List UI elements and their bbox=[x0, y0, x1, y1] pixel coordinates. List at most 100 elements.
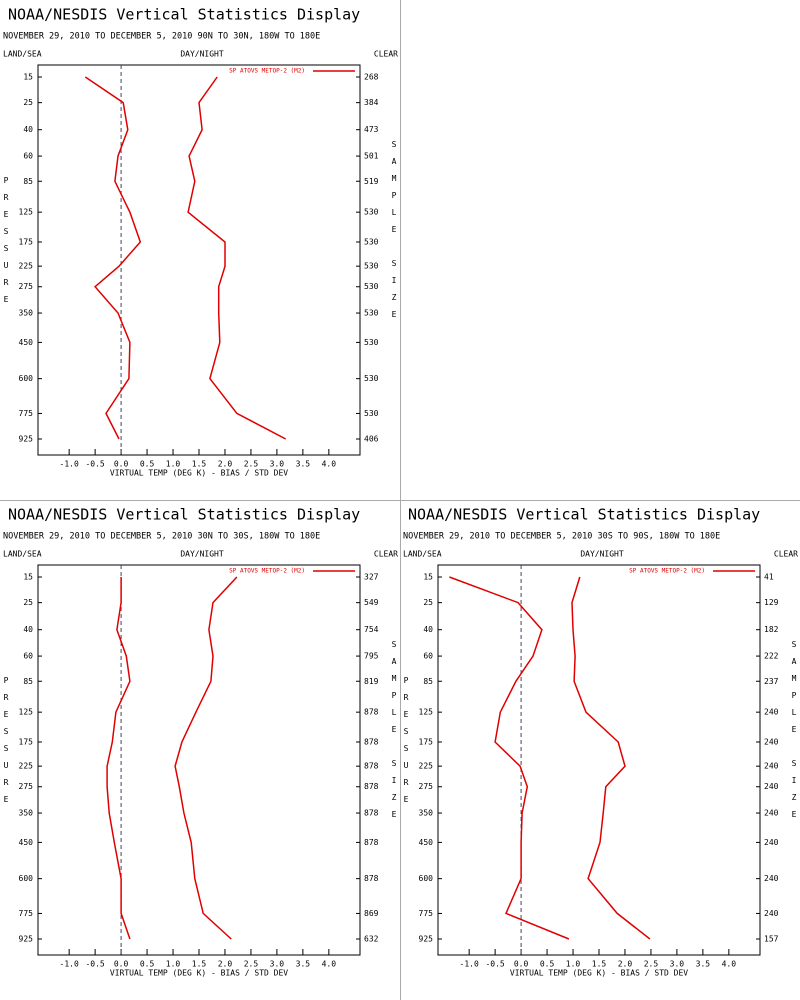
x-tick-label: 0.0 bbox=[514, 960, 529, 969]
y-tick-label: 775 bbox=[419, 909, 434, 918]
x-tick-label: 0.0 bbox=[114, 960, 129, 969]
data-line bbox=[187, 76, 287, 440]
y-tick-label: 775 bbox=[19, 909, 34, 918]
x-tick-label: 2.0 bbox=[218, 460, 233, 469]
x-tick-label: 1.0 bbox=[166, 460, 181, 469]
y-tick-label: 600 bbox=[19, 874, 34, 883]
y-tick-label: 925 bbox=[19, 935, 34, 944]
y-tick-label: 40 bbox=[23, 125, 33, 134]
sample-size-label: 878 bbox=[364, 737, 379, 746]
sample-size-label: 530 bbox=[364, 208, 379, 217]
y-tick-label: 25 bbox=[23, 598, 33, 607]
x-axis-label: VIRTUAL TEMP (DEG K) - BIAS / STD DEV bbox=[110, 969, 288, 978]
y2-axis-label: SAMPLE SIZE bbox=[790, 640, 799, 827]
sample-size-label: 819 bbox=[364, 677, 379, 686]
x-tick-label: -0.5 bbox=[85, 960, 104, 969]
y-tick-label: 350 bbox=[19, 309, 34, 318]
sample-size-label: 878 bbox=[364, 782, 379, 791]
sample-size-label: 878 bbox=[364, 762, 379, 771]
y-tick-label: 25 bbox=[423, 598, 433, 607]
y-tick-label: 125 bbox=[19, 708, 34, 717]
sample-size-label: 530 bbox=[364, 409, 379, 418]
sample-size-label: 237 bbox=[764, 677, 779, 686]
y2-axis-label: SAMPLE SIZE bbox=[390, 640, 399, 827]
data-line bbox=[84, 76, 142, 440]
sample-size-label: 240 bbox=[764, 762, 779, 771]
subtitle: NOVEMBER 29, 2010 TO DECEMBER 5, 2010 30… bbox=[3, 532, 320, 542]
y-tick-label: 225 bbox=[19, 762, 34, 771]
sample-size-label: 878 bbox=[364, 838, 379, 847]
x-tick-label: 1.5 bbox=[592, 960, 607, 969]
header-label: LAND/SEA bbox=[3, 550, 42, 559]
sample-size-label: 869 bbox=[364, 909, 379, 918]
y-tick-label: 85 bbox=[423, 677, 433, 686]
y-tick-label: 15 bbox=[423, 573, 433, 582]
sample-size-label: 530 bbox=[364, 282, 379, 291]
panel: NOAA/NESDIS Vertical Statistics Display N… bbox=[2, 506, 399, 978]
y-axis-label: PRESSURE bbox=[2, 176, 11, 312]
y-tick-label: 600 bbox=[19, 374, 34, 383]
subtitle: NOVEMBER 29, 2010 TO DECEMBER 5, 2010 90… bbox=[3, 32, 320, 42]
header-label: CLEAR bbox=[374, 550, 398, 559]
sample-size-label: 240 bbox=[764, 737, 779, 746]
data-line bbox=[571, 576, 651, 940]
sample-size-label: 240 bbox=[764, 838, 779, 847]
sample-size-label: 222 bbox=[764, 652, 779, 661]
header-label: CLEAR bbox=[374, 50, 398, 59]
sample-size-label: 549 bbox=[364, 598, 379, 607]
legend-label: SP ATOVS METOP-2 (M2) bbox=[229, 568, 305, 575]
sample-size-label: 519 bbox=[364, 177, 379, 186]
sample-size-label: 530 bbox=[364, 262, 379, 271]
sample-size-label: 182 bbox=[764, 625, 779, 634]
sample-size-label: 878 bbox=[364, 708, 379, 717]
x-tick-label: -1.0 bbox=[60, 960, 79, 969]
title: NOAA/NESDIS Vertical Statistics Display bbox=[8, 6, 360, 24]
sample-size-label: 754 bbox=[364, 625, 379, 634]
sample-size-label: 268 bbox=[364, 73, 379, 82]
legend-label: SP ATOVS METOP-2 (M2) bbox=[629, 568, 705, 575]
sample-size-label: 406 bbox=[364, 435, 379, 444]
y-tick-label: 85 bbox=[23, 677, 33, 686]
x-tick-label: 4.0 bbox=[722, 960, 737, 969]
sample-size-label: 240 bbox=[764, 874, 779, 883]
y-tick-label: 175 bbox=[19, 237, 34, 246]
title: NOAA/NESDIS Vertical Statistics Display bbox=[8, 506, 360, 524]
sample-size-label: 530 bbox=[364, 374, 379, 383]
x-tick-label: 1.5 bbox=[192, 460, 207, 469]
y-tick-label: 925 bbox=[19, 435, 34, 444]
title: NOAA/NESDIS Vertical Statistics Display bbox=[408, 506, 760, 524]
x-tick-label: 3.0 bbox=[270, 460, 285, 469]
y-axis-label: PRESSURE bbox=[402, 676, 411, 812]
panel: NOAA/NESDIS Vertical Statistics Display N… bbox=[402, 506, 799, 978]
x-tick-label: 4.0 bbox=[322, 960, 337, 969]
sample-size-label: 240 bbox=[764, 782, 779, 791]
y-tick-label: 60 bbox=[23, 152, 33, 161]
data-line bbox=[449, 576, 570, 940]
sample-size-label: 240 bbox=[764, 909, 779, 918]
y-tick-label: 125 bbox=[19, 208, 34, 217]
sample-size-label: 129 bbox=[764, 598, 779, 607]
x-tick-label: 2.0 bbox=[618, 960, 633, 969]
sample-size-label: 41 bbox=[764, 573, 774, 582]
y-tick-label: 600 bbox=[419, 874, 434, 883]
x-tick-label: 3.5 bbox=[296, 960, 311, 969]
x-tick-label: 1.0 bbox=[566, 960, 581, 969]
y-tick-label: 225 bbox=[419, 762, 434, 771]
x-tick-label: -0.5 bbox=[485, 960, 504, 969]
x-axis-label: VIRTUAL TEMP (DEG K) - BIAS / STD DEV bbox=[510, 969, 688, 978]
y-tick-label: 225 bbox=[19, 262, 34, 271]
x-tick-label: 1.5 bbox=[192, 960, 207, 969]
data-line bbox=[174, 576, 238, 940]
data-line bbox=[106, 577, 131, 940]
y-tick-label: 175 bbox=[419, 737, 434, 746]
sample-size-label: 530 bbox=[364, 309, 379, 318]
y-tick-label: 40 bbox=[423, 625, 433, 634]
sample-size-label: 327 bbox=[364, 573, 379, 582]
y-tick-label: 125 bbox=[419, 708, 434, 717]
x-tick-label: 2.5 bbox=[244, 960, 259, 969]
sample-size-label: 878 bbox=[364, 874, 379, 883]
panel: NOAA/NESDIS Vertical Statistics Display N… bbox=[2, 6, 399, 478]
y-tick-label: 275 bbox=[19, 782, 34, 791]
x-tick-label: 3.0 bbox=[670, 960, 685, 969]
